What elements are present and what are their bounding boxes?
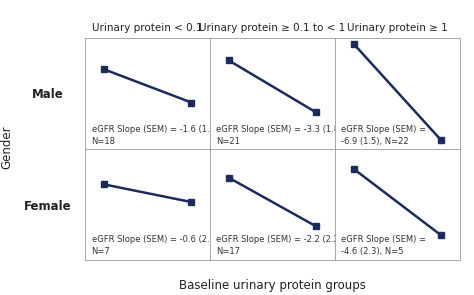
Title: Urinary protein ≥ 1: Urinary protein ≥ 1	[347, 23, 448, 33]
Title: Urinary protein < 0.1: Urinary protein < 0.1	[92, 23, 203, 33]
Title: Urinary protein ≥ 0.1 to < 1: Urinary protein ≥ 0.1 to < 1	[200, 23, 346, 33]
Text: eGFR Slope (SEM) =
-6.9 (1.5), N=22: eGFR Slope (SEM) = -6.9 (1.5), N=22	[341, 125, 426, 146]
Text: eGFR Slope (SEM) = -2.2 (2.2)
N=17: eGFR Slope (SEM) = -2.2 (2.2) N=17	[216, 235, 342, 256]
Text: Gender: Gender	[0, 126, 14, 169]
Text: Male: Male	[32, 88, 63, 101]
Text: eGFR Slope (SEM) =
-4.6 (2.3), N=5: eGFR Slope (SEM) = -4.6 (2.3), N=5	[341, 235, 426, 256]
Text: eGFR Slope (SEM) = -3.3 (1.8)
N=21: eGFR Slope (SEM) = -3.3 (1.8) N=21	[216, 125, 343, 146]
Text: Baseline urinary protein groups: Baseline urinary protein groups	[179, 279, 366, 292]
Text: eGFR Slope (SEM) = -1.6 (1.5)
N=18: eGFR Slope (SEM) = -1.6 (1.5) N=18	[91, 125, 218, 146]
Text: eGFR Slope (SEM) = -0.6 (2.6)
N=7: eGFR Slope (SEM) = -0.6 (2.6) N=7	[91, 235, 218, 256]
Text: Female: Female	[24, 200, 71, 213]
